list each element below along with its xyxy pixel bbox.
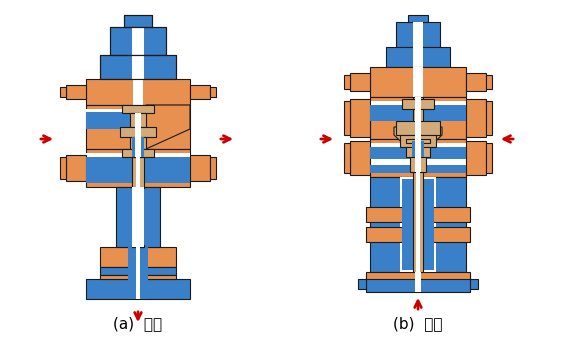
Polygon shape [132,55,144,79]
Polygon shape [486,75,492,89]
Polygon shape [370,177,466,272]
Polygon shape [100,267,176,275]
Polygon shape [122,105,154,113]
Polygon shape [86,112,190,125]
Polygon shape [415,97,421,172]
Polygon shape [66,85,86,99]
Polygon shape [66,155,86,181]
Polygon shape [210,157,216,179]
Polygon shape [466,141,486,175]
Polygon shape [402,207,414,270]
Polygon shape [116,187,160,247]
Polygon shape [344,101,350,135]
Polygon shape [132,187,144,247]
Polygon shape [396,121,440,135]
Polygon shape [132,187,144,247]
Polygon shape [86,157,190,171]
Polygon shape [122,149,154,157]
Text: (b)  合流: (b) 合流 [393,316,443,331]
Polygon shape [210,87,216,97]
Polygon shape [350,141,370,175]
Polygon shape [144,189,158,245]
Polygon shape [370,147,466,159]
Polygon shape [422,179,434,270]
Polygon shape [100,275,176,279]
Polygon shape [413,22,423,67]
Polygon shape [100,55,176,79]
Polygon shape [358,279,366,289]
Polygon shape [412,141,424,157]
Polygon shape [406,139,430,143]
Polygon shape [60,157,66,179]
Polygon shape [370,165,466,173]
Polygon shape [370,143,466,173]
Polygon shape [394,127,442,153]
Polygon shape [413,97,423,139]
Polygon shape [406,147,430,157]
Polygon shape [110,27,166,55]
Bar [110,27,166,55]
Polygon shape [402,179,414,270]
Polygon shape [350,73,370,91]
Polygon shape [132,157,144,247]
Polygon shape [86,105,190,149]
Polygon shape [400,177,436,272]
Polygon shape [402,99,434,109]
Polygon shape [366,207,470,222]
Polygon shape [135,113,141,157]
Polygon shape [400,135,436,147]
Polygon shape [386,47,450,67]
Polygon shape [415,272,421,292]
Polygon shape [466,99,486,137]
Polygon shape [86,109,190,129]
Polygon shape [486,143,492,173]
Polygon shape [416,172,420,272]
Polygon shape [86,153,190,183]
Polygon shape [190,155,210,181]
Polygon shape [86,171,190,183]
Polygon shape [370,67,466,97]
Polygon shape [370,139,466,177]
Polygon shape [413,172,423,272]
Polygon shape [130,137,146,149]
Polygon shape [344,143,350,173]
Polygon shape [396,22,440,47]
Polygon shape [118,189,132,245]
Polygon shape [370,101,466,121]
Polygon shape [410,157,426,172]
Polygon shape [466,73,486,91]
Polygon shape [86,123,190,129]
Polygon shape [120,127,156,137]
Polygon shape [124,15,152,27]
Polygon shape [366,275,470,292]
Polygon shape [190,85,210,99]
Text: (a)  分流: (a) 分流 [113,316,162,331]
Bar [100,55,176,79]
Polygon shape [60,87,66,97]
Polygon shape [100,247,176,267]
Polygon shape [470,279,478,289]
Polygon shape [413,67,423,97]
Polygon shape [344,75,350,89]
Polygon shape [486,101,492,135]
Polygon shape [132,137,144,157]
Polygon shape [130,113,146,127]
Polygon shape [408,15,428,22]
Polygon shape [136,247,140,299]
Polygon shape [136,157,140,247]
Polygon shape [133,79,143,105]
Polygon shape [370,105,466,117]
Polygon shape [86,279,190,299]
Bar [124,15,152,27]
Polygon shape [146,105,190,149]
Polygon shape [132,27,144,55]
Polygon shape [370,97,466,139]
Polygon shape [370,115,466,121]
Polygon shape [366,272,470,279]
Polygon shape [366,227,470,242]
Polygon shape [350,99,370,137]
Polygon shape [86,149,190,187]
Polygon shape [86,79,190,105]
Polygon shape [128,247,148,299]
